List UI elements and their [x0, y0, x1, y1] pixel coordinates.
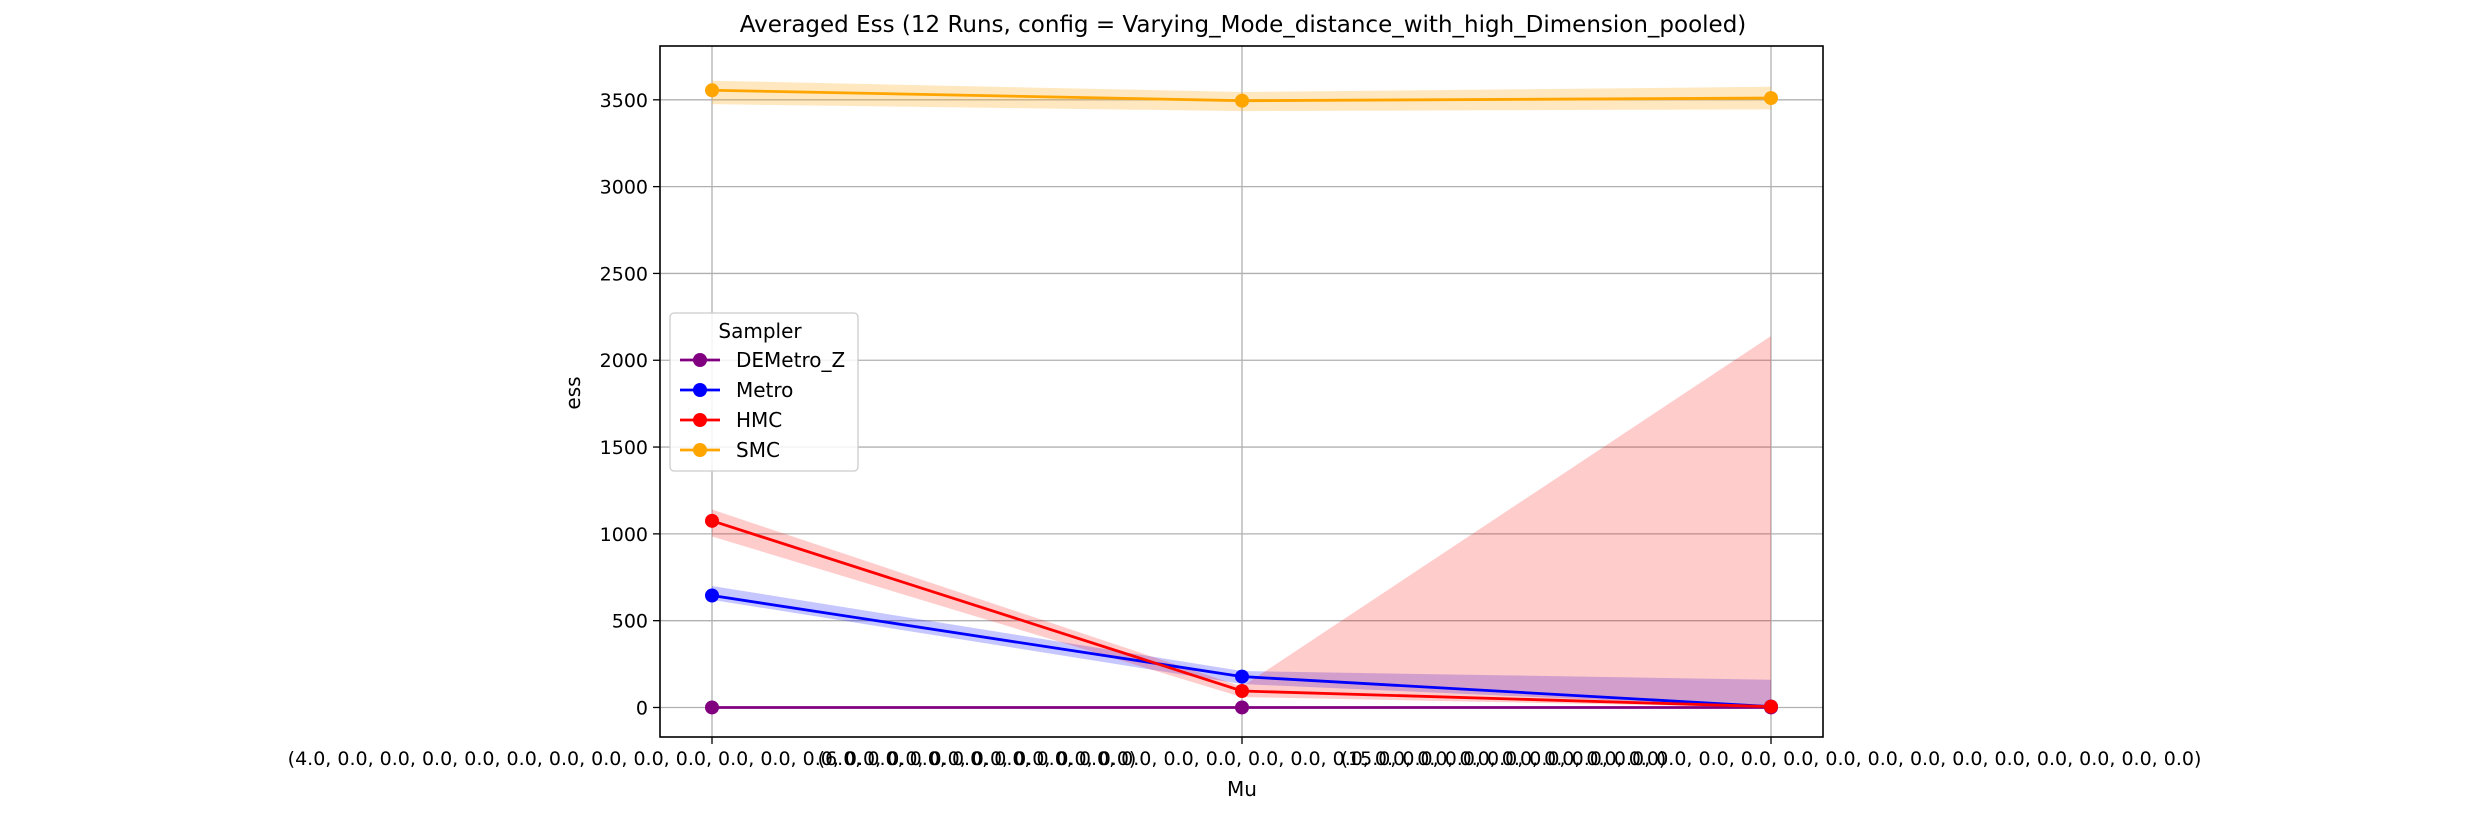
legend-box: [669, 312, 859, 472]
legend-marker-demetro-z: [693, 353, 707, 367]
y-tick-label: 2000: [600, 350, 648, 372]
legend-entry-metro: Metro: [680, 378, 793, 402]
data-point-demetro-z: [1235, 700, 1249, 715]
x-tick-label: (15.0, 0.0, 0.0, 0.0, 0.0, 0.0, 0.0, 0.0…: [1341, 748, 2202, 770]
y-tick-label: 3000: [600, 177, 648, 199]
y-tick-label: 3500: [600, 90, 648, 112]
data-point-metro: [1235, 669, 1249, 684]
data-point-smc: [1235, 93, 1249, 108]
y-tick-label: 2500: [600, 263, 648, 285]
legend-label-metro: Metro: [736, 378, 793, 402]
data-point-smc: [705, 83, 719, 98]
legend-entries: DEMetro_Z Metro HMC SMC: [680, 348, 845, 462]
legend-label-demetro-z: DEMetro_Z: [736, 348, 845, 372]
legend-entry-hmc: HMC: [680, 408, 782, 432]
data-point-demetro-z: [705, 700, 719, 715]
legend-entry-smc: SMC: [680, 438, 780, 462]
data-point-hmc: [1764, 699, 1778, 714]
y-tick-label: 500: [612, 611, 648, 633]
data-point-hmc: [705, 513, 719, 528]
data-point-hmc: [1235, 683, 1249, 698]
x-tick-label: (4.0, 0.0, 0.0, 0.0, 0.0, 0.0, 0.0, 0.0,…: [288, 748, 1137, 770]
y-axis-ticks: 0 500 1000 1500 2000 2500 3000 3500: [600, 90, 660, 719]
x-axis-label: Mu: [1227, 777, 1257, 801]
legend-label-hmc: HMC: [736, 408, 782, 432]
x-tick-label: (6.0, 0.0, 0.0, 0.0, 0.0, 0.0, 0.0, 0.0,…: [818, 748, 1667, 770]
legend-marker-smc: [693, 443, 707, 457]
y-axis-label: ess: [561, 376, 585, 409]
data-point-smc: [1764, 91, 1778, 106]
legend: Sampler DEMetro_Z Metro HMC SMC: [669, 312, 859, 472]
legend-marker-hmc: [693, 413, 707, 427]
y-tick-label: 0: [636, 697, 648, 719]
y-tick-label: 1500: [600, 437, 648, 459]
legend-entry-demetro-z: DEMetro_Z: [680, 348, 845, 372]
legend-marker-metro: [693, 383, 707, 397]
legend-label-smc: SMC: [736, 438, 780, 462]
confidence-band-hmc: [712, 335, 1771, 708]
series-points: [705, 83, 1778, 715]
x-axis-ticks: (4.0, 0.0, 0.0, 0.0, 0.0, 0.0, 0.0, 0.0,…: [288, 737, 2202, 770]
confidence-band-metro: [712, 585, 1771, 708]
chart-title: Averaged Ess (12 Runs, config = Varying_…: [740, 12, 1747, 38]
data-point-metro: [705, 588, 719, 603]
y-tick-label: 1000: [600, 524, 648, 546]
legend-title: Sampler: [718, 319, 802, 343]
